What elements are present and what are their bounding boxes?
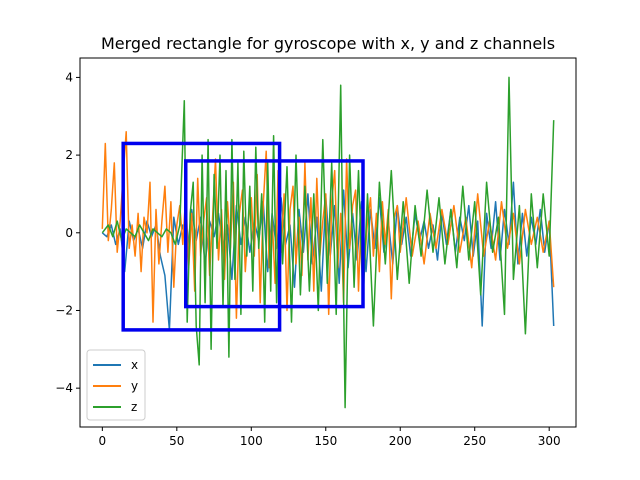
rectangles-layer [121, 141, 365, 332]
series-line-x [101, 181, 555, 331]
x-tick-label: 250 [463, 434, 486, 448]
legend-label-z: z [131, 400, 137, 414]
y-tick-label: −2 [55, 303, 73, 317]
y-tick-label: 4 [65, 70, 73, 84]
merged-rectangle-1 [121, 141, 282, 332]
y-axis: −4 −2 0 2 4 [55, 70, 80, 395]
y-tick-label: −4 [55, 381, 73, 395]
y-tick-label: 2 [65, 148, 73, 162]
series-layer [101, 76, 555, 409]
chart-title: Merged rectangle for gyroscope with x, y… [101, 34, 555, 53]
plot-frame [79, 57, 577, 428]
series-line-z [101, 76, 555, 409]
x-tick-label: 50 [169, 434, 184, 448]
x-axis: 0 50 100 150 200 250 300 [99, 427, 561, 448]
x-tick-label: 100 [240, 434, 263, 448]
x-tick-label: 150 [314, 434, 337, 448]
y-tick-label: 0 [65, 226, 73, 240]
legend: x y z [86, 349, 146, 421]
legend-label-x: x [131, 358, 138, 372]
x-tick-label: 0 [99, 434, 107, 448]
x-tick-label: 200 [389, 434, 412, 448]
merged-rectangle-2 [184, 159, 365, 309]
x-tick-label: 300 [538, 434, 561, 448]
legend-label-y: y [131, 379, 138, 393]
